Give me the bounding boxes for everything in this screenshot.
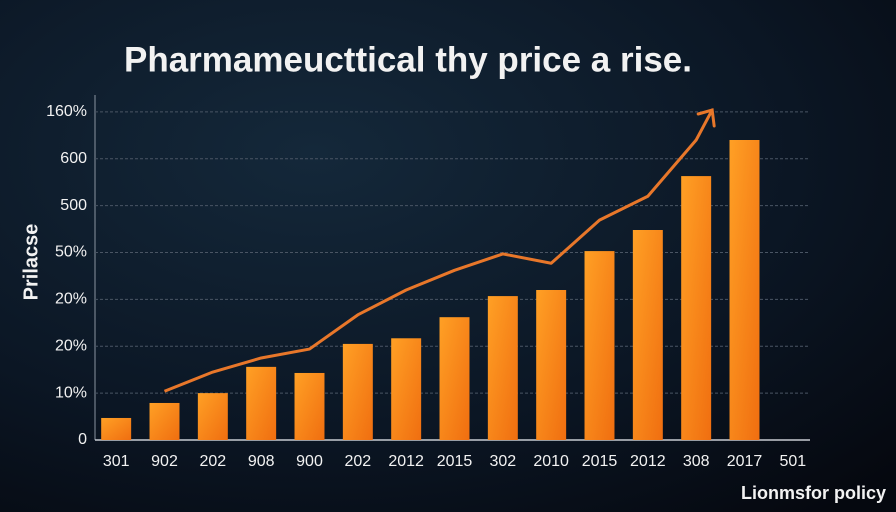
bar: [391, 338, 422, 440]
x-tick-label: 202: [199, 453, 226, 470]
bar: [584, 251, 615, 440]
x-tick-label: 2012: [388, 453, 424, 470]
bar: [439, 317, 470, 440]
bar: [729, 140, 760, 440]
x-tick-label: 301: [103, 453, 130, 470]
x-tick-label: 308: [683, 453, 710, 470]
x-tick-label: 2015: [582, 453, 618, 470]
bar: [342, 343, 373, 440]
bar: [101, 417, 132, 440]
x-tick-label: 2012: [630, 453, 666, 470]
y-tick-label: 160%: [46, 103, 87, 120]
x-tick-label: 2015: [437, 453, 473, 470]
y-tick-label: 0: [78, 431, 87, 448]
bar: [632, 230, 663, 440]
x-tick-label: 2010: [533, 453, 569, 470]
footer: Lionmsfor policy: [741, 483, 886, 503]
bar: [536, 290, 567, 440]
x-tick-label: 902: [151, 453, 178, 470]
y-tick-label: 50%: [55, 244, 87, 261]
y-tick-label: 20%: [55, 291, 87, 308]
bar: [681, 176, 712, 440]
x-tick-label: 900: [296, 453, 323, 470]
bar: [197, 393, 228, 440]
trend-arrow: [694, 108, 716, 142]
trend-line: [163, 139, 698, 393]
x-tick-label: 908: [248, 453, 275, 470]
y-axis-label: Prilacse: [20, 224, 42, 301]
bar: [149, 402, 180, 440]
x-tick-label: 501: [779, 453, 806, 470]
x-tick-label: 302: [489, 453, 516, 470]
x-tick-label: 2017: [727, 453, 763, 470]
bar: [487, 296, 518, 440]
bar: [246, 366, 277, 440]
y-tick-label: 20%: [55, 337, 87, 354]
chart-title: Pharmameucttical thy price a rise.: [124, 40, 692, 79]
bar: [294, 372, 325, 440]
y-tick-label: 10%: [55, 384, 87, 401]
y-tick-label: 500: [60, 197, 87, 214]
x-tick-label: 202: [344, 453, 371, 470]
y-tick-label: 600: [60, 150, 87, 167]
